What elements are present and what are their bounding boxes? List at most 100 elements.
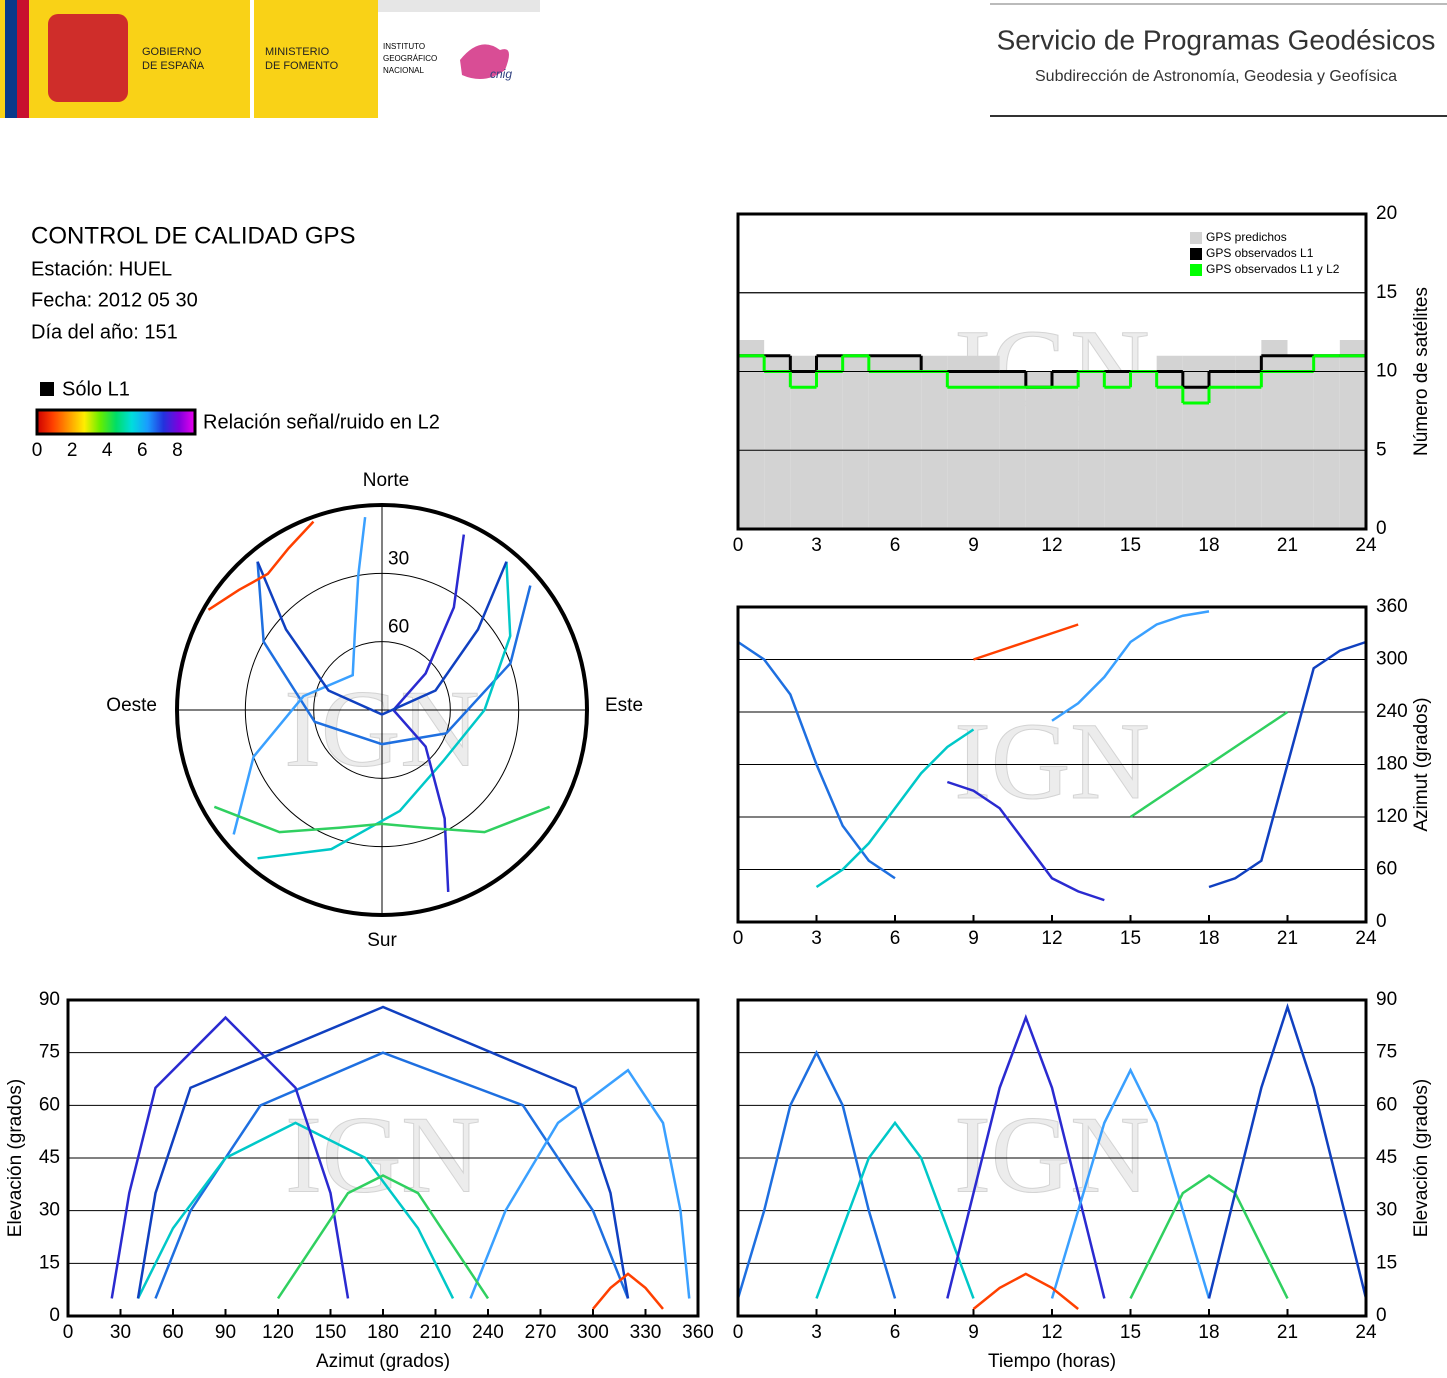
watermark: IGN bbox=[954, 1093, 1150, 1215]
x-tick-label: 150 bbox=[315, 1322, 347, 1343]
horizon bbox=[175, 503, 589, 917]
predicted-bar bbox=[1287, 355, 1314, 529]
x-tick-label: 24 bbox=[1355, 1322, 1377, 1343]
y-axis-label: Elevación (grados) bbox=[1411, 1079, 1432, 1237]
colorbar-tick-label: 4 bbox=[102, 440, 113, 461]
track bbox=[469, 1068, 691, 1299]
predicted-bar bbox=[868, 355, 895, 529]
track bbox=[946, 1013, 1106, 1299]
y-tick-label: 0 bbox=[1376, 911, 1387, 932]
direction-label: Sur bbox=[367, 930, 397, 951]
y-tick-label: 60 bbox=[1376, 1094, 1397, 1115]
legend-swatch bbox=[1190, 232, 1202, 244]
x-tick-label: 360 bbox=[682, 1322, 714, 1343]
report-title: CONTROL DE CALIDAD GPS bbox=[31, 222, 356, 249]
station: Estación: HUEL bbox=[31, 258, 172, 280]
legend-swatch bbox=[1190, 264, 1202, 276]
track bbox=[737, 640, 896, 880]
y-tick-label: 75 bbox=[1376, 1042, 1397, 1063]
y-tick-label: 0 bbox=[1376, 518, 1387, 539]
x-tick-label: 9 bbox=[968, 535, 979, 556]
y-tick-label: 120 bbox=[1376, 806, 1408, 827]
track bbox=[207, 520, 315, 611]
x-axis-label: Azimut (grados) bbox=[316, 1351, 450, 1372]
y-tick-label: 180 bbox=[1376, 754, 1408, 775]
x-axis-label: Tiempo (horas) bbox=[988, 1351, 1116, 1372]
x-tick-label: 15 bbox=[1120, 928, 1141, 949]
x-tick-label: 0 bbox=[733, 928, 744, 949]
track bbox=[1207, 1002, 1368, 1299]
x-tick-label: 60 bbox=[162, 1322, 183, 1343]
x-tick-label: 15 bbox=[1120, 1322, 1141, 1343]
predicted-bar bbox=[1209, 355, 1236, 529]
elevation-ring bbox=[313, 641, 451, 779]
track bbox=[276, 1174, 490, 1300]
predicted-bar bbox=[842, 355, 869, 529]
x-tick-label: 12 bbox=[1041, 928, 1062, 949]
l1-swatch bbox=[40, 382, 54, 396]
y-tick-label: 30 bbox=[39, 1200, 60, 1221]
cnig-logo bbox=[460, 44, 509, 79]
ign-text: GEOGRÁFICO bbox=[383, 54, 437, 63]
x-tick-label: 30 bbox=[110, 1322, 131, 1343]
y-axis-label: Número de satélites bbox=[1411, 287, 1432, 456]
y-tick-label: 10 bbox=[1376, 361, 1397, 382]
predicted-bar bbox=[1182, 355, 1209, 529]
x-tick-label: 3 bbox=[811, 1322, 822, 1343]
track bbox=[736, 1049, 897, 1299]
predicted-bar bbox=[1313, 355, 1340, 529]
track bbox=[1051, 610, 1210, 722]
x-tick-label: 330 bbox=[630, 1322, 662, 1343]
predicted-bar bbox=[895, 355, 922, 529]
y-tick-label: 0 bbox=[1376, 1305, 1387, 1326]
track bbox=[232, 516, 367, 835]
x-tick-label: 3 bbox=[811, 928, 822, 949]
plot-frame bbox=[736, 605, 1368, 924]
x-tick-label: 0 bbox=[733, 1322, 744, 1343]
colorbar-tick-label: 2 bbox=[67, 440, 78, 461]
y-tick-label: 20 bbox=[1376, 203, 1397, 224]
cnig-text: cnig bbox=[490, 67, 512, 81]
x-tick-label: 210 bbox=[420, 1322, 452, 1343]
legend-label: GPS observados L1 y L2 bbox=[1206, 262, 1340, 276]
track bbox=[1050, 1067, 1211, 1299]
l1-legend: Sólo L1 bbox=[62, 378, 130, 400]
legend-swatch bbox=[1190, 248, 1202, 260]
x-tick-label: 9 bbox=[968, 928, 979, 949]
predicted-bar bbox=[1339, 340, 1366, 529]
track bbox=[946, 780, 1105, 902]
service-title: Servicio de Programas Geodésicos bbox=[997, 24, 1436, 55]
x-tick-label: 120 bbox=[262, 1322, 294, 1343]
x-tick-label: 9 bbox=[968, 1322, 979, 1343]
gov-text: DE ESPAÑA bbox=[142, 59, 205, 72]
predicted-bar bbox=[764, 355, 791, 529]
watermark: IGN bbox=[285, 1093, 481, 1215]
x-tick-label: 21 bbox=[1277, 928, 1298, 949]
elevation-ring bbox=[244, 572, 520, 848]
x-tick-label: 240 bbox=[472, 1322, 504, 1343]
banner-divider bbox=[250, 0, 254, 118]
day-of-year: Día del año: 151 bbox=[31, 321, 178, 343]
y-tick-label: 60 bbox=[1376, 859, 1397, 880]
track bbox=[973, 623, 1079, 661]
track bbox=[1208, 640, 1367, 889]
service-subtitle: Subdirección de Astronomía, Geodesia y G… bbox=[1035, 68, 1397, 85]
track bbox=[256, 561, 508, 716]
x-tick-label: 300 bbox=[577, 1322, 609, 1343]
predicted-bar bbox=[790, 355, 817, 529]
plot-frame bbox=[66, 998, 700, 1318]
y-tick-label: 90 bbox=[1376, 989, 1397, 1010]
track bbox=[136, 1121, 455, 1299]
predicted-bar bbox=[947, 355, 974, 529]
track bbox=[1129, 710, 1289, 819]
colorbar bbox=[35, 408, 197, 436]
gov-text: GOBIERNO bbox=[142, 46, 202, 58]
y-tick-label: 45 bbox=[1376, 1147, 1397, 1168]
track bbox=[257, 561, 512, 860]
x-tick-label: 21 bbox=[1277, 1322, 1298, 1343]
legend-label: GPS predichos bbox=[1206, 230, 1287, 244]
x-tick-label: 12 bbox=[1041, 535, 1062, 556]
y-tick-label: 240 bbox=[1376, 701, 1408, 722]
y-tick-label: 15 bbox=[39, 1252, 60, 1273]
